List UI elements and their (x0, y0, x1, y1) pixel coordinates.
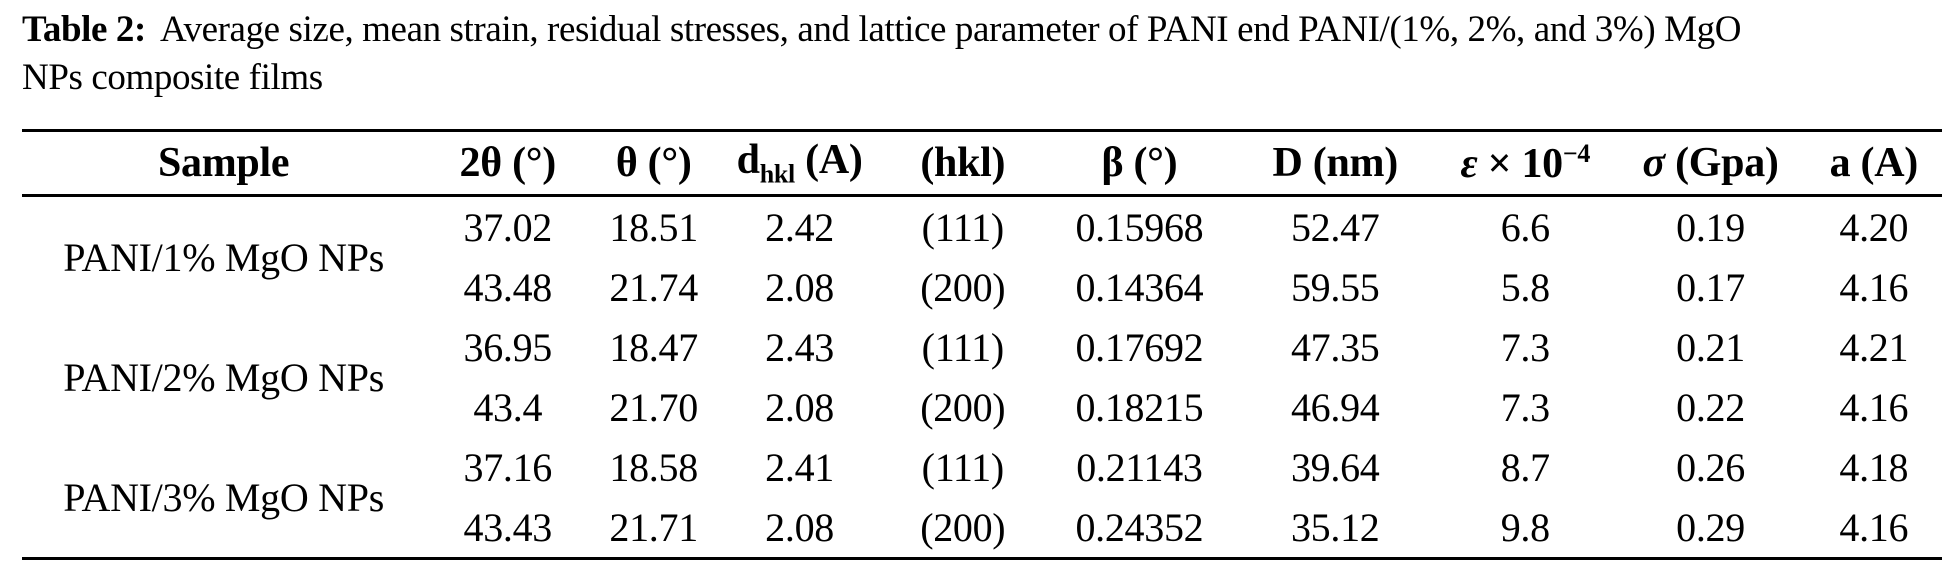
cell-d-hkl: 2.08 (765, 384, 834, 430)
table-caption-text-line2: NPs composite films (22, 57, 323, 98)
cell-strain: 5.8 (1500, 264, 1550, 310)
sigma-symbol: σ (1642, 140, 1666, 186)
table-caption: Table 2: Average size, mean strain, resid… (22, 6, 1942, 102)
cell-lattice-a: 4.16 (1839, 504, 1909, 550)
col-header-theta: θ (°) (615, 140, 692, 186)
cell-hkl: (200) (920, 384, 1006, 430)
cell-theta: 21.70 (609, 384, 698, 430)
cell-theta: 21.71 (609, 504, 698, 550)
cell-theta: 18.47 (609, 324, 698, 370)
col-header-stress: σ (Gpa) (1642, 140, 1779, 186)
table-row: PANI/3% MgO NPs 37.16 18.58 2.41 (111) 0… (22, 437, 1942, 520)
cell-theta: 18.58 (609, 444, 698, 490)
cell-two-theta: 43.48 (463, 264, 553, 310)
table-row: PANI/1% MgO NPs 37.02 18.51 2.42 (111) 0… (22, 196, 1942, 280)
cell-hkl: (200) (920, 264, 1006, 310)
cell-strain: 7.3 (1500, 324, 1550, 370)
cell-d-nm: 35.12 (1290, 504, 1380, 550)
table-row: PANI/2% MgO NPs 36.95 18.47 2.43 (111) 0… (22, 317, 1942, 400)
col-header-d-hkl: dhkl (A) (736, 137, 863, 189)
col-header-strain: ε × 10−4 (1460, 138, 1591, 187)
cell-lattice-a: 4.16 (1839, 264, 1909, 310)
cell-beta: 0.21143 (1076, 444, 1203, 490)
cell-hkl: (111) (921, 444, 1004, 490)
cell-lattice-a: 4.21 (1839, 324, 1909, 370)
cell-two-theta: 36.95 (463, 324, 553, 370)
cell-d-hkl: 2.42 (765, 204, 834, 250)
cell-two-theta: 43.43 (463, 504, 553, 550)
d-hkl-subscript: hkl (759, 159, 796, 189)
results-table: Sample 2θ (°) θ (°) dhkl (A) (hkl) β (°)… (22, 129, 1942, 560)
table-row: 43.48 21.74 2.08 (200) 0.14364 59.55 5.8… (22, 257, 1942, 317)
table-caption-text-line1: Average size, mean strain, residual stre… (159, 9, 1742, 50)
col-header-hkl: (hkl) (920, 140, 1006, 186)
cell-d-nm: 39.64 (1290, 444, 1380, 490)
cell-sample-3pct: PANI/3% MgO NPs (63, 474, 384, 520)
table-caption-label: Table 2: (22, 9, 146, 50)
cell-stress: 0.29 (1676, 504, 1745, 550)
cell-strain: 6.6 (1500, 204, 1550, 250)
cell-theta: 21.74 (609, 264, 698, 310)
cell-lattice-a: 4.20 (1839, 204, 1909, 250)
cell-lattice-a: 4.16 (1839, 384, 1909, 430)
cell-beta: 0.17692 (1075, 324, 1204, 370)
cell-strain: 8.7 (1500, 444, 1550, 490)
cell-d-hkl: 2.08 (765, 504, 834, 550)
cell-stress: 0.21 (1676, 324, 1745, 370)
epsilon-symbol: ε (1460, 140, 1478, 187)
cell-stress: 0.22 (1676, 384, 1745, 430)
col-header-lattice-a: a (A) (1829, 140, 1919, 186)
cell-two-theta: 37.16 (463, 444, 553, 490)
col-header-sample: Sample (157, 140, 290, 186)
cell-hkl: (111) (921, 324, 1004, 370)
cell-sample-2pct: PANI/2% MgO NPs (63, 354, 384, 400)
cell-d-nm: 52.47 (1290, 204, 1380, 250)
cell-d-nm: 46.94 (1290, 384, 1380, 430)
cell-hkl: (200) (920, 504, 1006, 550)
cell-lattice-a: 4.18 (1839, 444, 1909, 490)
cell-two-theta: 37.02 (463, 204, 553, 250)
table-row: 43.4 21.70 2.08 (200) 0.18215 46.94 7.3 … (22, 377, 1942, 437)
cell-d-hkl: 2.08 (765, 264, 834, 310)
cell-hkl: (111) (921, 204, 1004, 250)
strain-exponent: −4 (1562, 138, 1591, 168)
cell-strain: 7.3 (1500, 384, 1550, 430)
col-header-beta: β (°) (1101, 140, 1178, 186)
cell-stress: 0.26 (1676, 444, 1745, 490)
cell-d-nm: 47.35 (1290, 324, 1380, 370)
table-row: 43.43 21.71 2.08 (200) 0.24352 35.12 9.8… (22, 497, 1942, 559)
cell-d-hkl: 2.41 (765, 444, 834, 490)
cell-beta: 0.15968 (1075, 204, 1204, 250)
cell-d-nm: 59.55 (1290, 264, 1380, 310)
cell-sample-1pct: PANI/1% MgO NPs (63, 234, 384, 280)
cell-stress: 0.17 (1676, 264, 1745, 310)
cell-strain: 9.8 (1500, 504, 1550, 550)
col-header-two-theta: 2θ (°) (459, 140, 557, 186)
cell-theta: 18.51 (609, 204, 698, 250)
cell-beta: 0.24352 (1075, 504, 1204, 550)
cell-stress: 0.19 (1676, 204, 1745, 250)
table-header-row: Sample 2θ (°) θ (°) dhkl (A) (hkl) β (°)… (22, 131, 1942, 196)
cell-beta: 0.18215 (1075, 384, 1204, 430)
cell-d-hkl: 2.43 (765, 324, 834, 370)
cell-beta: 0.14364 (1075, 264, 1204, 310)
cell-two-theta: 43.4 (473, 384, 543, 430)
col-header-d-nm: D (nm) (1272, 140, 1399, 186)
